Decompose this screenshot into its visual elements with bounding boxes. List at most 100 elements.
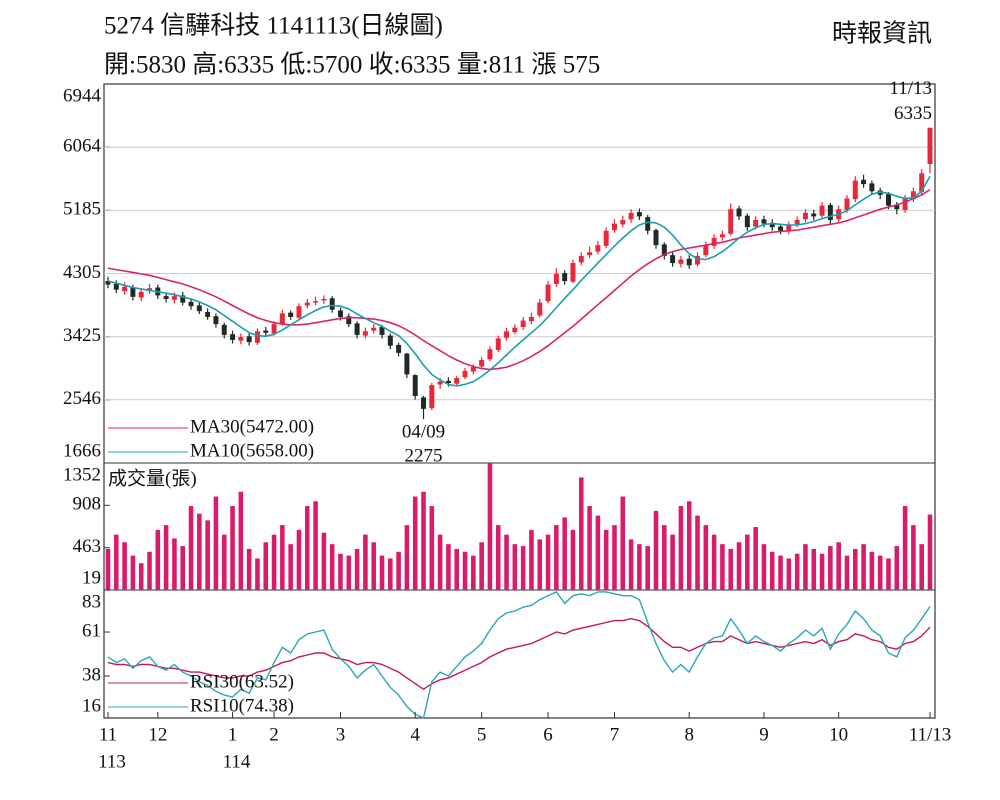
candle-body (636, 212, 642, 217)
volume-bar (280, 525, 285, 590)
volume-bar (412, 496, 418, 590)
volume-bar (753, 527, 758, 590)
volume-bar (894, 546, 900, 590)
x-tick-label: 11/13 (909, 724, 952, 745)
candle-body (578, 255, 584, 263)
volume-bar (537, 539, 543, 590)
frame (103, 83, 936, 719)
volume-bar (197, 513, 202, 590)
candle-body (122, 286, 128, 292)
volume-bar (852, 548, 858, 590)
candle-body (852, 180, 858, 200)
volume-bar (628, 539, 634, 590)
candle-body (869, 183, 875, 192)
volume-bar (346, 555, 352, 590)
candle-body (686, 258, 692, 266)
candle-body (603, 230, 609, 246)
candle-body (130, 287, 136, 297)
candle-body (778, 226, 784, 231)
x-tick-label: 11 (99, 724, 117, 745)
volume-bar (421, 491, 426, 590)
candle-body (296, 306, 302, 318)
x-tick-label: 8 (684, 724, 694, 745)
candle-body (570, 263, 576, 282)
candle-body (196, 305, 202, 312)
candle-body (645, 217, 651, 231)
candle-body (437, 381, 443, 385)
candle-body (753, 220, 759, 227)
candle-body (288, 312, 294, 317)
candle-body (387, 335, 393, 346)
volume-bar (587, 506, 592, 590)
volume-bar (446, 544, 451, 590)
candle-body (802, 212, 808, 220)
y-tick-label: 83 (82, 591, 101, 612)
candle-body (321, 298, 327, 301)
volume-bar (670, 534, 675, 590)
volume-bar (288, 544, 293, 590)
volume-bar (844, 555, 850, 590)
candle-body (678, 259, 684, 264)
volume-bar (122, 542, 127, 590)
candle-body (313, 301, 319, 303)
candle-body (611, 223, 617, 231)
volume-bar (902, 506, 908, 590)
volume-bar (230, 506, 235, 590)
candle-body (171, 296, 177, 300)
candle-body (528, 316, 534, 322)
candle-body (653, 230, 659, 246)
candle-body (379, 326, 385, 335)
candle-body (769, 222, 775, 228)
candle-body (205, 311, 211, 317)
volume-bar (379, 555, 385, 590)
candle-body (819, 205, 825, 216)
candle-body (346, 316, 352, 325)
volume-bar (911, 525, 916, 590)
candle-body (620, 220, 626, 225)
candle-body (553, 273, 559, 284)
volume-bar (354, 548, 360, 590)
volume-bar (728, 548, 734, 590)
volume-bar (711, 534, 717, 590)
candle-body (512, 327, 518, 333)
candle-body (919, 173, 925, 192)
candle-body (761, 219, 767, 224)
y-tick-label: 16 (82, 695, 101, 716)
volume-bar (454, 548, 460, 590)
candle-body (412, 375, 418, 396)
volume-bar (529, 529, 534, 590)
candle-body (504, 331, 510, 338)
volume-bar (371, 542, 376, 590)
volume-bar (877, 555, 883, 590)
candle-body (794, 220, 800, 225)
candle-body (113, 283, 119, 290)
volume-bar (570, 529, 576, 590)
x-tick-label: 6 (543, 724, 553, 745)
volume-bar (919, 544, 924, 590)
ma-line (107, 175, 931, 387)
volume-bar (163, 525, 169, 590)
candle-body (744, 215, 750, 228)
candle-body (304, 302, 310, 306)
volume-bar (172, 538, 177, 590)
x-tick-label: 7 (610, 724, 620, 745)
volume-bar (736, 542, 742, 590)
x-tick-label: 2 (269, 724, 279, 745)
year-label: 113 (98, 751, 126, 772)
x-tick-label: 5 (477, 724, 487, 745)
candle-body (670, 255, 676, 264)
x-tick-label: 1 (228, 724, 238, 745)
volume-bar (487, 463, 493, 590)
volume-bar (437, 534, 443, 590)
candle-body (545, 284, 551, 302)
candle-body (587, 252, 593, 256)
candle-body (910, 191, 916, 200)
source: 時報資訊 (832, 20, 932, 48)
candle-body (487, 349, 493, 360)
volume-bar (462, 551, 468, 590)
candle-body (844, 198, 850, 210)
x-tick-label: 9 (759, 724, 769, 745)
volume-bar (645, 546, 650, 590)
candle-body (279, 313, 285, 324)
